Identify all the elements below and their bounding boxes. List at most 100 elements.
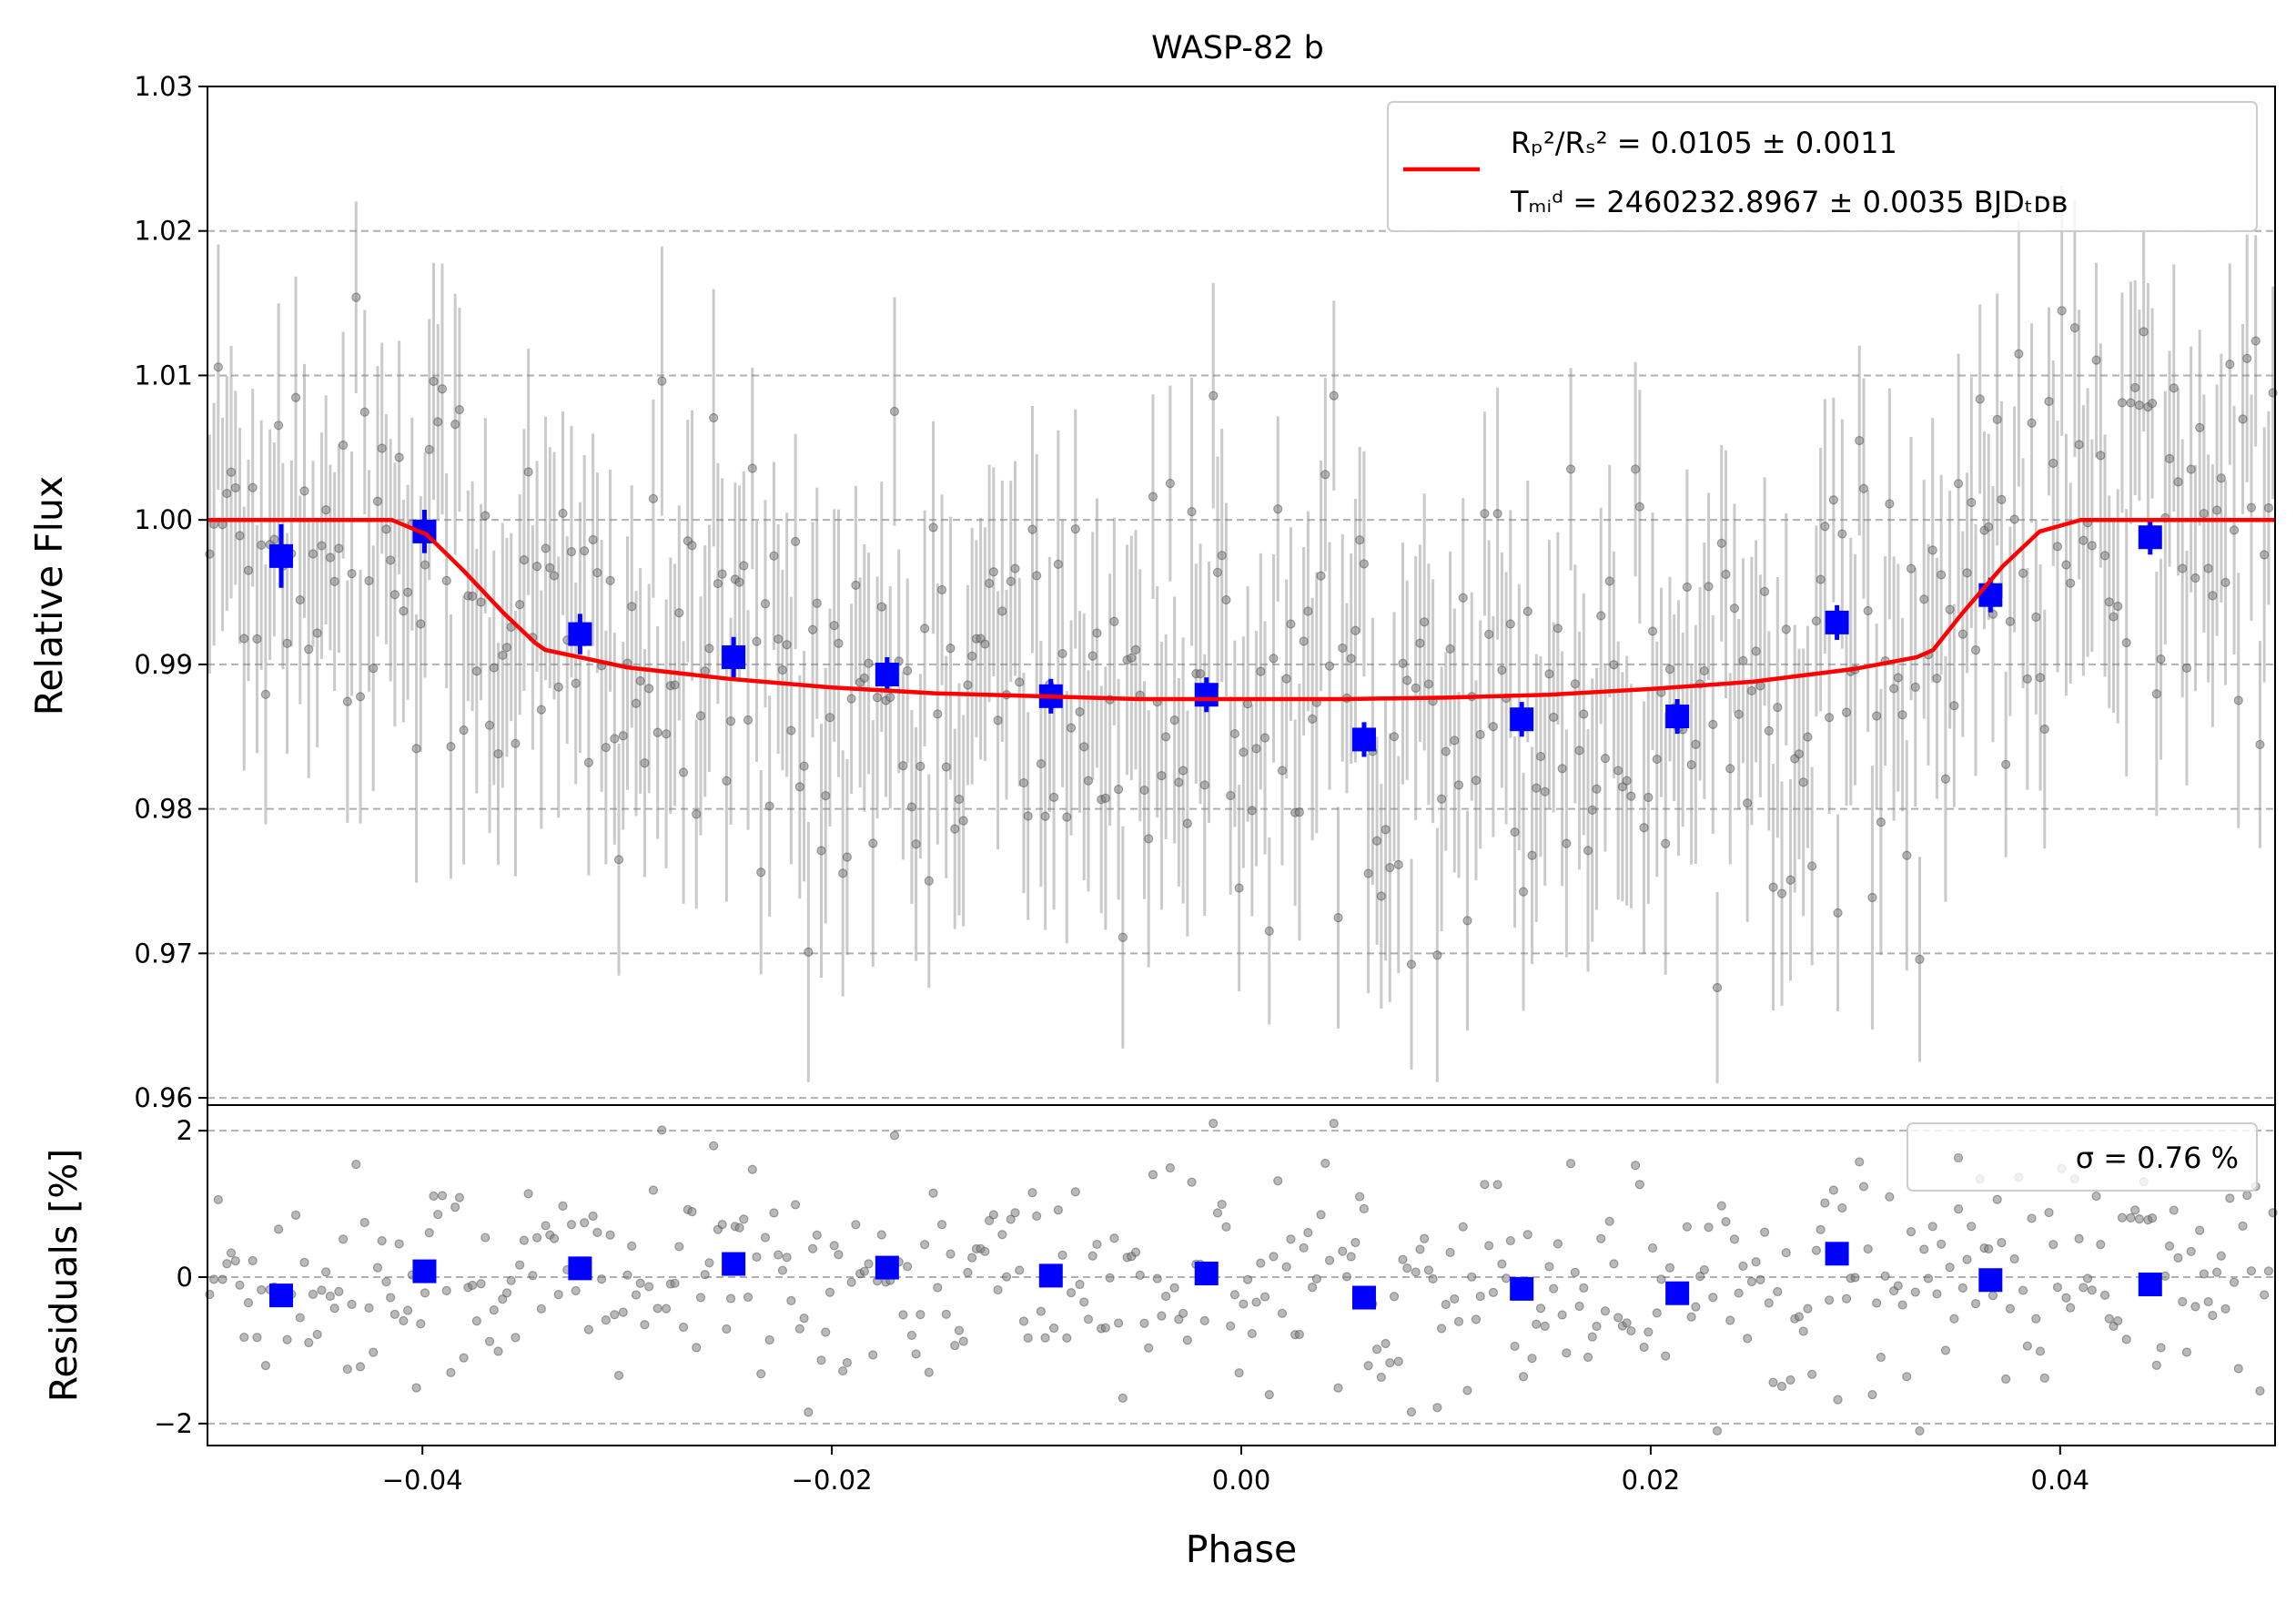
- residual-point: [988, 1210, 998, 1220]
- residual-binned-points: [268, 1242, 2162, 1310]
- raw-data-point: [1480, 509, 1490, 519]
- raw-data-point: [1083, 776, 1094, 786]
- raw-data-point: [1699, 665, 1709, 676]
- residual-point: [2061, 1293, 2071, 1303]
- raw-data-point: [1178, 766, 1188, 776]
- raw-data-point: [1807, 861, 1817, 871]
- residual-point: [1023, 1333, 1033, 1343]
- raw-data-point: [1209, 391, 1219, 401]
- raw-data-point: [816, 846, 826, 856]
- raw-data-point: [2061, 560, 2071, 570]
- residual-point: [1053, 1205, 1063, 1215]
- residual-point: [1906, 1227, 1917, 1237]
- raw-data-point: [1962, 568, 1972, 578]
- residual-binned-point: [1351, 1285, 1376, 1310]
- raw-data-point: [1488, 722, 1499, 732]
- residual-point: [1303, 1228, 1313, 1238]
- residual-point: [429, 1191, 439, 1202]
- raw-data-point: [1423, 679, 1434, 689]
- raw-data-point: [1187, 507, 1197, 517]
- residual-grid-lines: [207, 1130, 2275, 1425]
- residual-point: [501, 1288, 512, 1298]
- raw-data-point: [889, 406, 900, 417]
- residual-point: [1518, 1372, 1529, 1382]
- raw-data-point: [394, 452, 404, 462]
- residual-point: [2091, 1191, 2101, 1202]
- residual-point: [506, 1275, 516, 1285]
- residual-point: [2160, 1271, 2170, 1281]
- raw-data-point: [717, 569, 727, 579]
- residual-point: [868, 1350, 878, 1360]
- raw-data-point: [786, 725, 796, 736]
- raw-data-point: [1303, 606, 1313, 616]
- residual-point: [1751, 1257, 1761, 1267]
- residual-point: [1954, 1204, 1964, 1214]
- raw-data-point: [1527, 850, 1537, 860]
- raw-data-point: [1118, 932, 1128, 942]
- residual-point: [963, 1267, 973, 1277]
- residual-point: [950, 1341, 960, 1351]
- raw-data-point: [471, 666, 481, 676]
- raw-data-point: [1239, 747, 1249, 757]
- raw-data-point: [1773, 702, 1783, 713]
- residual-point: [657, 1125, 667, 1135]
- raw-data-point: [864, 658, 874, 668]
- residual-point: [915, 1309, 925, 1320]
- residual-point: [1428, 1273, 1438, 1283]
- raw-data-point: [1613, 766, 1623, 776]
- residual-point: [2225, 1193, 2235, 1203]
- raw-data-point: [2117, 398, 2128, 408]
- raw-data-point: [1902, 850, 1912, 860]
- raw-data-point: [1746, 685, 1757, 696]
- raw-data-point: [739, 561, 749, 571]
- raw-data-point: [674, 608, 684, 618]
- raw-data-point: [1975, 394, 1985, 404]
- raw-data-point: [1087, 651, 1097, 661]
- residual-point: [1863, 1243, 1873, 1254]
- raw-data-point: [704, 644, 714, 654]
- residual-point: [2173, 1253, 2183, 1263]
- residual-point: [1281, 1262, 1291, 1272]
- raw-data-point: [1833, 908, 1843, 918]
- residual-point: [1333, 1383, 1343, 1393]
- raw-data-point: [1027, 524, 1037, 534]
- residual-point: [2052, 1283, 2063, 1293]
- raw-data-point: [389, 590, 400, 600]
- residual-point: [1453, 1316, 1464, 1326]
- raw-data-point: [1148, 492, 1158, 502]
- raw-data-point: [2018, 568, 2028, 578]
- raw-data-point: [252, 634, 262, 644]
- residual-point: [1234, 1368, 1244, 1378]
- residual-point: [1316, 1210, 1326, 1220]
- raw-data-point: [377, 443, 387, 453]
- raw-data-point: [984, 578, 995, 588]
- residual-point: [967, 1253, 977, 1263]
- raw-data-point: [652, 727, 663, 737]
- residual-point: [248, 1255, 258, 1266]
- raw-data-point: [743, 715, 754, 725]
- residual-point: [1647, 1243, 1658, 1253]
- raw-data-point: [821, 791, 831, 801]
- residual-point: [1144, 1343, 1154, 1353]
- residual-point: [1057, 1250, 1067, 1261]
- raw-data-point: [2156, 654, 2166, 665]
- residual-point: [769, 1208, 779, 1218]
- raw-data-point: [1475, 729, 1485, 740]
- residual-point: [1562, 1348, 1572, 1358]
- residual-point: [2126, 1212, 2136, 1223]
- residual-point: [812, 1230, 822, 1240]
- raw-data-point: [2195, 422, 2205, 432]
- residual-point: [1462, 1385, 1472, 1395]
- raw-data-point: [1967, 497, 1977, 508]
- residual-point: [566, 1220, 577, 1230]
- raw-data-point: [1256, 666, 1266, 676]
- residual-point: [1781, 1248, 1791, 1258]
- residual-point: [838, 1365, 848, 1376]
- residual-point: [1828, 1185, 1838, 1195]
- residual-point: [717, 1220, 727, 1230]
- residual-point: [739, 1214, 749, 1224]
- raw-data-point: [1828, 495, 1838, 505]
- residual-point: [648, 1185, 659, 1195]
- residual-point: [824, 1287, 835, 1297]
- raw-data-point: [794, 782, 804, 792]
